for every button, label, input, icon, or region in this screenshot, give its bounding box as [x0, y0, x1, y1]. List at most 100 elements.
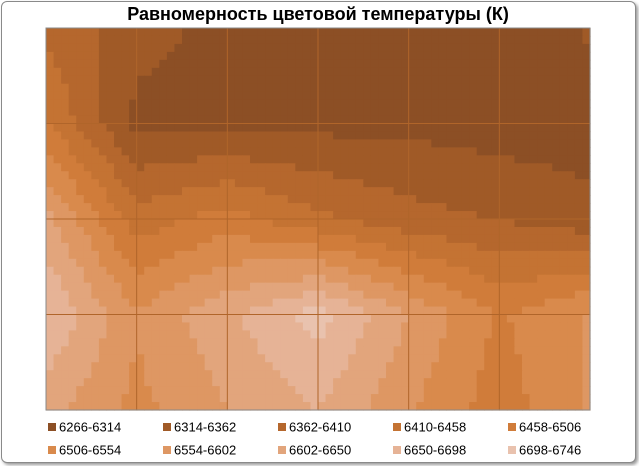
contour-cell: [567, 250, 576, 260]
contour-cell: [484, 298, 493, 308]
contour-cell: [393, 107, 402, 117]
contour-cell: [91, 346, 100, 355]
contour-cell: [257, 147, 266, 156]
contour-cell: [219, 322, 228, 332]
contour-cell: [302, 290, 312, 300]
contour-cell: [393, 219, 402, 228]
contour-cell: [151, 314, 160, 324]
contour-cell: [476, 59, 485, 69]
contour-cell: [574, 83, 584, 93]
contour-cell: [544, 51, 553, 61]
contour-cell: [537, 123, 546, 133]
contour-cell: [348, 51, 357, 61]
contour-cell: [280, 370, 289, 379]
contour-cell: [265, 99, 274, 109]
contour-cell: [446, 346, 455, 355]
contour-cell: [318, 35, 327, 45]
contour-cell: [272, 306, 281, 316]
contour-cell: [499, 131, 508, 141]
contour-cell: [189, 378, 198, 387]
contour-cell: [91, 314, 100, 324]
contour-cell: [484, 171, 493, 180]
contour-cell: [83, 330, 92, 339]
contour-cell: [151, 51, 160, 61]
contour-cell: [340, 203, 349, 212]
contour-cell: [310, 298, 319, 308]
contour-cell: [189, 139, 198, 148]
contour-cell: [265, 290, 274, 300]
contour-cell: [106, 354, 115, 363]
contour-cell: [295, 386, 304, 395]
contour-cell: [212, 28, 221, 37]
contour-cell: [265, 28, 274, 37]
contour-cell: [166, 171, 176, 180]
contour-cell: [431, 28, 440, 37]
contour-cell: [257, 171, 266, 180]
contour-cell: [544, 282, 553, 292]
contour-cell: [514, 91, 523, 101]
contour-cell: [174, 171, 183, 180]
contour-cell: [386, 282, 395, 292]
contour-cell: [484, 290, 493, 300]
contour-cell: [68, 362, 77, 371]
contour-cell: [370, 298, 380, 308]
contour-cell: [280, 394, 289, 403]
contour-cell: [355, 330, 364, 339]
contour-cell: [559, 28, 568, 37]
contour-cell: [340, 370, 349, 379]
contour-cell: [363, 290, 372, 300]
contour-cell: [310, 306, 319, 316]
contour-cell: [265, 250, 274, 260]
contour-cell: [144, 75, 153, 85]
contour-cell: [378, 378, 387, 387]
contour-cell: [250, 187, 259, 196]
contour-cell: [174, 386, 183, 395]
contour-cell: [446, 354, 455, 363]
contour-cell: [302, 147, 312, 156]
contour-cell: [574, 131, 584, 141]
contour-cell: [378, 115, 387, 125]
contour-cell: [197, 67, 206, 77]
contour-cell: [151, 346, 160, 355]
contour-cell: [574, 99, 584, 109]
contour-cell: [121, 43, 130, 53]
contour-cell: [272, 203, 281, 212]
contour-cell: [159, 314, 168, 324]
contour-cell: [302, 226, 312, 236]
contour-cell: [129, 250, 138, 260]
contour-cell: [461, 35, 470, 45]
contour-cell: [212, 226, 221, 236]
contour-cell: [416, 370, 425, 379]
contour-cell: [355, 179, 364, 188]
contour-cell: [310, 322, 319, 332]
contour-cell: [272, 362, 281, 371]
contour-cell: [83, 314, 92, 324]
contour-cell: [144, 234, 153, 244]
contour-cell: [144, 219, 153, 228]
contour-cell: [280, 195, 289, 204]
contour-cell: [559, 99, 568, 109]
contour-cell: [325, 378, 334, 387]
contour-cell: [514, 370, 523, 379]
contour-cell: [136, 306, 145, 316]
contour-cell: [212, 386, 221, 395]
contour-cell: [257, 242, 266, 252]
legend-label: 6650-6698: [404, 442, 466, 457]
contour-cell: [567, 155, 576, 164]
contour-cell: [265, 59, 274, 69]
contour-cell: [559, 250, 568, 260]
contour-cell: [136, 99, 145, 109]
contour-cell: [272, 219, 281, 228]
contour-cell: [106, 250, 115, 260]
contour-cell: [537, 163, 546, 172]
contour-cell: [114, 35, 123, 45]
contour-cell: [537, 386, 546, 395]
contour-cell: [265, 91, 274, 101]
contour-cell: [91, 187, 100, 196]
contour-cell: [166, 179, 176, 188]
contour-cell: [61, 43, 70, 53]
contour-cell: [61, 203, 70, 212]
contour-cell: [431, 402, 440, 411]
contour-cell: [408, 242, 417, 252]
contour-cell: [529, 250, 538, 260]
